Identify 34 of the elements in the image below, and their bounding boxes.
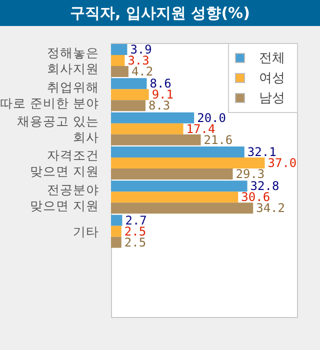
bar [111, 236, 122, 248]
data-label: 29.3 [236, 167, 265, 181]
data-label: 4.2 [131, 64, 154, 78]
data-label: 3.9 [130, 42, 152, 56]
y-tick-label: 취업위해 따로 준비한 분야 [0, 78, 99, 110]
bar [111, 202, 254, 214]
bar [111, 180, 248, 192]
bar [111, 66, 128, 77]
y-tick-label: 자격조건 맞으면 지원 [30, 147, 99, 178]
legend-label: 여성 [259, 70, 285, 87]
bar [111, 168, 233, 180]
bar [111, 112, 194, 124]
bar [111, 146, 244, 158]
bar [111, 44, 128, 55]
chart-title: 구직자, 입사지원 성향(%) [0, 0, 320, 26]
bar [111, 226, 122, 237]
y-tick-label: 전공분야 맞으면 지원 [30, 181, 99, 212]
bar [111, 158, 265, 168]
bar [111, 214, 122, 226]
bar [111, 78, 147, 90]
y-tick-label: 정해놓은 회사지원 [47, 44, 99, 76]
y-tick-label: 기타 [73, 223, 99, 238]
bar [111, 55, 125, 66]
bar [111, 134, 201, 146]
legend-label: 남성 [259, 90, 285, 107]
bar [111, 123, 184, 134]
bar [111, 192, 238, 203]
data-label: 37.0 [268, 156, 297, 170]
data-label: 3.3 [128, 54, 150, 68]
bar [111, 100, 146, 112]
bar [111, 89, 149, 100]
legend-label: 전체 [259, 50, 285, 67]
data-label: 32.1 [247, 145, 276, 159]
y-tick-label: 채용공고 있는 회사 [17, 112, 99, 144]
